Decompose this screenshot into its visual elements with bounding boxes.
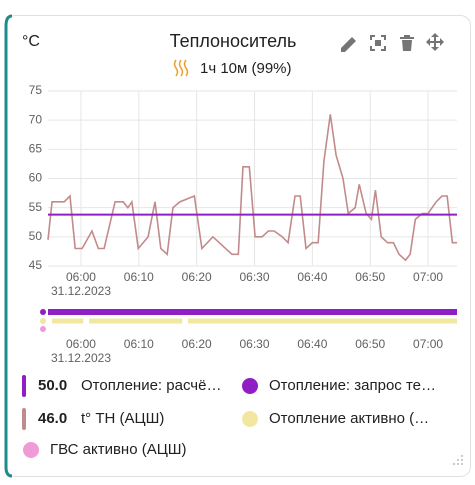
x-tick-label: 06:30 bbox=[240, 337, 270, 351]
legend-swatch[interactable] bbox=[22, 375, 26, 397]
x-tick-label: 06:40 bbox=[297, 337, 327, 351]
timeline-segment bbox=[89, 318, 183, 324]
legend-label[interactable]: Отопление: запрос те… bbox=[269, 377, 436, 394]
y-tick-label: 50 bbox=[29, 229, 43, 243]
x-tick-label: 07:00 bbox=[413, 337, 443, 351]
series-line bbox=[47, 114, 457, 262]
card-title: Теплоноситель bbox=[170, 31, 297, 51]
x-tick-label: 06:30 bbox=[240, 270, 270, 284]
x-tick-sublabel: 31.12.2023 bbox=[51, 284, 111, 298]
x-tick-label: 06:00 bbox=[66, 270, 96, 284]
x-tick-label: 06:10 bbox=[124, 337, 154, 351]
legend-swatch[interactable] bbox=[22, 408, 26, 430]
row-dot bbox=[40, 309, 46, 315]
legend-label[interactable]: t° ТН (АЦШ) bbox=[81, 410, 164, 427]
y-tick-label: 60 bbox=[29, 171, 43, 185]
timeline-segment bbox=[52, 318, 84, 324]
legend-label[interactable]: ГВС активно (АЦШ) bbox=[50, 441, 187, 458]
delete-button[interactable] bbox=[400, 35, 414, 51]
unit: °C bbox=[22, 33, 40, 50]
legend-swatch[interactable] bbox=[242, 411, 258, 427]
legend-label[interactable]: Отопление активно (… bbox=[269, 410, 429, 427]
x-tick-label: 06:20 bbox=[182, 337, 212, 351]
move-button[interactable] bbox=[426, 33, 444, 51]
legend-label[interactable]: Отопление: расчё… bbox=[81, 377, 221, 394]
card-accent bbox=[4, 14, 13, 478]
x-tick-label: 06:50 bbox=[355, 270, 385, 284]
y-tick-label: 75 bbox=[29, 83, 43, 97]
x-tick-label: 06:20 bbox=[182, 270, 212, 284]
y-tick-label: 55 bbox=[29, 200, 43, 214]
x-tick-label: 06:40 bbox=[297, 270, 327, 284]
resize-handle[interactable] bbox=[453, 455, 463, 465]
x-tick-label: 06:10 bbox=[124, 270, 154, 284]
timeline-segment bbox=[187, 318, 457, 324]
y-tick-label: 65 bbox=[29, 142, 43, 156]
legend-value[interactable]: 46.0 bbox=[38, 410, 67, 427]
heat-icon bbox=[173, 59, 189, 77]
legend-swatch[interactable] bbox=[23, 442, 39, 458]
y-tick-label: 70 bbox=[29, 112, 43, 126]
timeline-segment bbox=[48, 309, 457, 315]
x-tick-label: 06:00 bbox=[66, 337, 96, 351]
subtitle: 1ч 10м (99%) bbox=[200, 60, 292, 77]
row-dot bbox=[40, 326, 46, 332]
x-tick-label: 06:50 bbox=[355, 337, 385, 351]
fullscreen-button[interactable] bbox=[370, 35, 386, 51]
row-dot bbox=[40, 318, 46, 324]
edit-button[interactable] bbox=[341, 37, 356, 52]
x-tick-label: 07:00 bbox=[413, 270, 443, 284]
legend-value[interactable]: 50.0 bbox=[38, 377, 67, 394]
legend-swatch[interactable] bbox=[242, 378, 258, 394]
x-tick-sublabel: 31.12.2023 bbox=[51, 351, 111, 365]
y-tick-label: 45 bbox=[29, 258, 43, 272]
